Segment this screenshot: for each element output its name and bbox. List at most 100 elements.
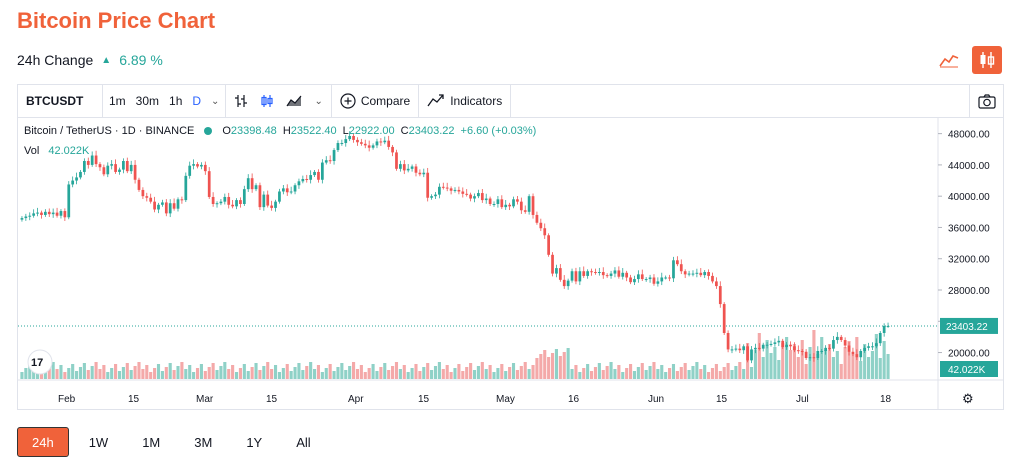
candles-icon[interactable]	[260, 94, 274, 108]
volume-bar	[730, 370, 734, 379]
volume-bar	[531, 365, 535, 379]
volume-bar	[273, 365, 278, 379]
candle-body	[796, 350, 800, 352]
volume-bar	[59, 365, 63, 379]
candle-body	[824, 347, 827, 351]
candle-body	[153, 201, 156, 210]
volume-bar	[94, 362, 98, 379]
candle-body	[188, 165, 192, 176]
chevron-down-icon[interactable]: ⌄	[211, 95, 220, 107]
volume-bar	[554, 349, 558, 379]
volume-bar	[121, 367, 125, 379]
volume-bar	[765, 340, 769, 379]
candle-body	[118, 169, 121, 172]
volume-bar	[644, 370, 648, 379]
candle-body	[293, 185, 297, 192]
volume-bar	[562, 352, 566, 379]
candle-body	[773, 342, 777, 344]
symbol-button[interactable]: BTCUSDT	[18, 85, 103, 117]
candle-body	[687, 273, 691, 275]
volume-bar	[710, 368, 715, 379]
volume-bar	[484, 369, 488, 379]
candle-body	[765, 344, 769, 346]
gear-icon[interactable]: ⚙	[962, 391, 974, 406]
volume-bar	[254, 363, 258, 379]
candle-body	[695, 272, 699, 274]
volume-bar	[211, 363, 215, 379]
candle-body	[313, 171, 316, 176]
volume-bar	[550, 353, 555, 379]
interval-1h[interactable]: 1h	[169, 94, 183, 108]
candle-body	[266, 194, 270, 206]
volume-bar	[492, 372, 496, 379]
interval-30m[interactable]: 30m	[135, 94, 160, 108]
volume-bar	[656, 369, 660, 379]
volume-bar	[668, 368, 672, 379]
volume-bar	[625, 368, 629, 379]
volume-bar	[547, 357, 551, 379]
screenshot-button[interactable]	[969, 85, 1003, 118]
line-chart-button[interactable]	[934, 46, 964, 74]
volume-bar	[398, 369, 402, 379]
candle-body	[601, 272, 605, 276]
candle-body	[874, 343, 878, 347]
tab-3m[interactable]: 3M	[194, 434, 213, 450]
candle-body	[383, 140, 387, 143]
candle-body	[480, 193, 484, 201]
candle-body	[644, 279, 648, 281]
interval-d[interactable]: D	[192, 94, 202, 108]
tab-1m[interactable]: 1M	[142, 434, 161, 450]
volume-bar	[55, 369, 59, 379]
candle-body	[320, 162, 324, 180]
candle-body	[20, 218, 24, 220]
volume-bar	[566, 348, 570, 379]
line-chart-icon	[939, 55, 959, 68]
candle-body	[469, 194, 472, 199]
volume-bar	[250, 367, 254, 379]
volume-bar	[422, 367, 426, 379]
candle-body	[676, 260, 679, 265]
volume-bar	[137, 362, 141, 379]
tab-1y[interactable]: 1Y	[246, 434, 263, 450]
volume-bar	[297, 363, 301, 379]
tab-24h[interactable]: 24h	[17, 427, 69, 457]
candle-body	[344, 139, 348, 144]
candle-body	[239, 200, 242, 204]
volume-bar	[394, 362, 399, 379]
candle-body	[98, 164, 102, 168]
candle-body	[461, 191, 465, 194]
volume-bar	[203, 371, 207, 379]
indicators-button[interactable]: Indicators	[419, 85, 512, 117]
volume-bar	[843, 347, 847, 379]
volume-bar	[816, 354, 820, 379]
change-value: 6.89 %	[119, 52, 163, 68]
candlestick-chart[interactable]: 48000.00 44000.00 40000.00 36000.00 32000.00…	[18, 118, 1003, 409]
candle-body	[196, 164, 199, 167]
candle-body	[215, 203, 219, 205]
compare-button[interactable]: Compare	[332, 85, 420, 117]
chevron-down-icon[interactable]: ⌄	[314, 95, 323, 107]
volume-bar	[441, 369, 445, 379]
candle-body	[289, 191, 293, 193]
area-chart-icon[interactable]	[286, 94, 302, 108]
candle-chart-button[interactable]	[972, 46, 1002, 74]
volume-bar	[90, 366, 94, 379]
candle-body	[410, 166, 414, 169]
candle-body	[301, 178, 305, 182]
candle-body	[586, 271, 590, 276]
volume-bar	[352, 362, 356, 379]
candle-body	[590, 271, 593, 273]
low-value: 22922.00	[348, 125, 395, 137]
bars-icon[interactable]	[234, 94, 248, 108]
volume-bar	[301, 370, 305, 379]
volume-bar	[792, 344, 796, 379]
volume-bar	[266, 362, 270, 379]
tab-1w[interactable]: 1W	[88, 434, 109, 450]
candle-body	[789, 344, 792, 347]
volume-bar	[753, 350, 757, 379]
volume-bar	[192, 372, 196, 379]
interval-1m[interactable]: 1m	[109, 94, 126, 108]
tab-all[interactable]: All	[296, 434, 311, 450]
market-open-icon	[204, 127, 213, 135]
pair-label: Bitcoin / TetherUS · 1D · BINANCE	[24, 125, 195, 137]
